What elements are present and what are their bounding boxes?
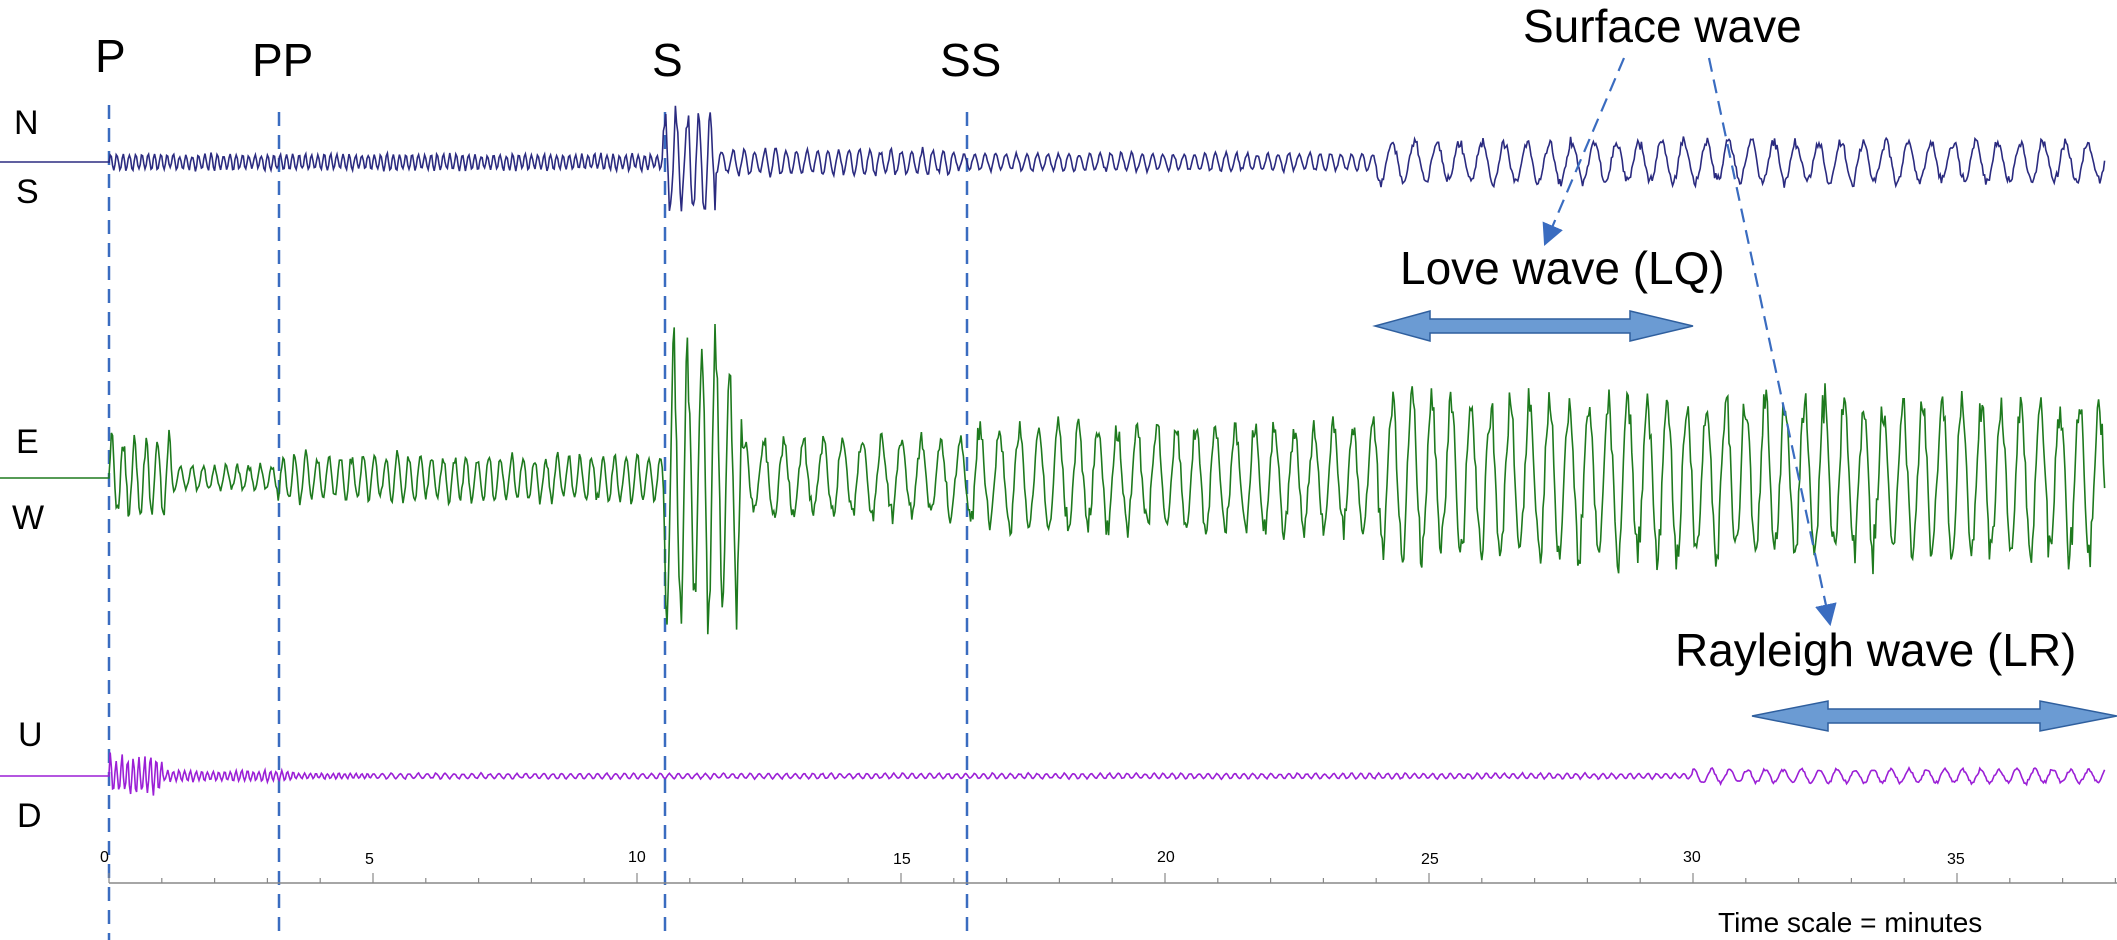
component-label-w: W xyxy=(12,499,44,537)
tick-label-15: 15 xyxy=(893,851,911,868)
tick-label-20: 20 xyxy=(1157,849,1175,866)
tick-label-25: 25 xyxy=(1421,851,1439,868)
tick-label-35: 35 xyxy=(1947,851,1965,868)
trace-north-south xyxy=(0,105,2106,212)
love-wave-label: Love wave (LQ) xyxy=(1400,242,1725,294)
surface-to-rayleigh-arrow xyxy=(1707,57,1837,627)
component-label-n: N xyxy=(14,104,39,142)
surface-to-love-arrow xyxy=(1542,57,1626,247)
trace-east-west xyxy=(0,323,2106,635)
tick-label-0: 0 xyxy=(100,849,109,866)
time-axis xyxy=(108,873,2117,884)
phase-label-s: S xyxy=(652,34,683,86)
component-label-u: U xyxy=(18,716,43,754)
trace-up-down xyxy=(0,752,2106,796)
phase-label-p: P xyxy=(95,30,126,82)
component-label-e: E xyxy=(16,423,39,461)
phase-label-ss: SS xyxy=(940,34,1001,86)
phase-lines xyxy=(107,105,969,940)
tick-label-5: 5 xyxy=(365,851,374,868)
rayleigh-wave-label: Rayleigh wave (LR) xyxy=(1675,624,2076,676)
love-wave-span-arrow xyxy=(1372,310,1694,342)
phase-label-pp: PP xyxy=(252,34,313,86)
component-label-d: D xyxy=(17,797,42,835)
component-label-s: S xyxy=(16,173,39,211)
surface-wave-label: Surface wave xyxy=(1523,0,1802,52)
tick-label-10: 10 xyxy=(628,849,646,866)
tick-label-30: 30 xyxy=(1683,849,1701,866)
time-scale-label: Time scale = minutes xyxy=(1718,907,1982,938)
rayleigh-wave-span-arrow xyxy=(1751,700,2117,732)
